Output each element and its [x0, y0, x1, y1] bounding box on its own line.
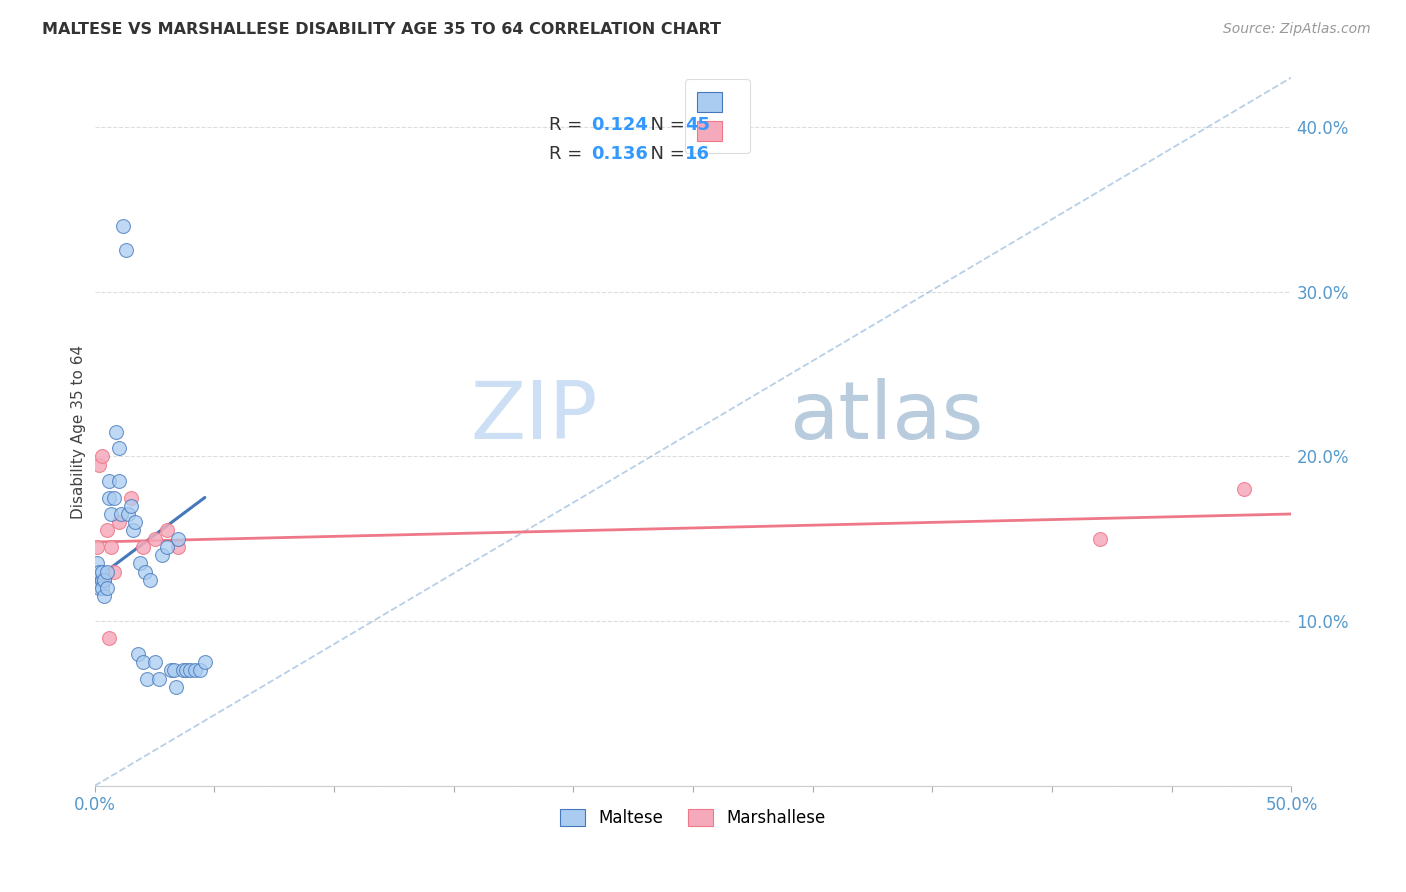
Point [86, 557, 108, 571]
Point [127, 647, 149, 661]
Point [194, 655, 217, 669]
Point [129, 557, 152, 571]
Point [167, 532, 190, 546]
Y-axis label: Disability Age 35 to 64: Disability Age 35 to 64 [72, 344, 86, 518]
Point [120, 499, 142, 513]
Point [89, 581, 111, 595]
Point [96, 524, 118, 538]
Point [100, 507, 122, 521]
Point [167, 540, 190, 554]
Text: Source: ZipAtlas.com: Source: ZipAtlas.com [1223, 22, 1371, 37]
Text: atlas: atlas [789, 378, 983, 457]
Point [143, 532, 166, 546]
Text: MALTESE VS MARSHALLESE DISABILITY AGE 35 TO 64 CORRELATION CHART: MALTESE VS MARSHALLESE DISABILITY AGE 35… [42, 22, 721, 37]
Point [90, 581, 112, 595]
Point [179, 664, 201, 678]
Point [89, 565, 111, 579]
Point [107, 515, 129, 529]
Point [155, 540, 177, 554]
Point [93, 573, 115, 587]
Text: 0.136: 0.136 [592, 145, 648, 162]
Text: ZIP: ZIP [470, 378, 598, 457]
Point [148, 672, 170, 686]
Point [98, 474, 121, 488]
Text: N =: N = [640, 145, 690, 162]
Text: 0.124: 0.124 [592, 116, 648, 135]
Point [131, 655, 153, 669]
Point [165, 680, 187, 694]
Text: 16: 16 [685, 145, 710, 162]
Point [134, 565, 156, 579]
Point [117, 507, 139, 521]
Point [110, 507, 132, 521]
Point [93, 573, 115, 587]
Point [131, 540, 153, 554]
Point [103, 565, 125, 579]
Point [90, 450, 112, 464]
Text: 45: 45 [685, 116, 710, 135]
Point [90, 573, 112, 587]
Text: N =: N = [640, 116, 690, 135]
Point [96, 581, 118, 595]
Point [86, 540, 108, 554]
Point [107, 474, 129, 488]
Text: R =: R = [550, 145, 589, 162]
Point [143, 655, 166, 669]
Point [1088, 532, 1111, 546]
Point [122, 524, 145, 538]
Point [184, 664, 207, 678]
Point [98, 631, 121, 645]
Point [174, 664, 197, 678]
Point [155, 524, 177, 538]
Point [93, 590, 115, 604]
Point [160, 664, 183, 678]
Point [1232, 483, 1254, 497]
Point [114, 244, 136, 258]
Point [120, 491, 142, 505]
Point [150, 548, 173, 562]
Point [90, 565, 112, 579]
Point [188, 664, 211, 678]
Point [89, 458, 111, 472]
Point [98, 491, 121, 505]
Point [86, 573, 108, 587]
Legend: Maltese, Marshallese: Maltese, Marshallese [554, 803, 832, 834]
Point [107, 441, 129, 455]
Point [96, 565, 118, 579]
Point [100, 540, 122, 554]
Point [163, 664, 186, 678]
Point [103, 491, 125, 505]
Point [124, 515, 146, 529]
Point [172, 664, 194, 678]
Point [139, 573, 162, 587]
Text: R =: R = [550, 116, 589, 135]
Point [105, 425, 128, 439]
Point [112, 219, 135, 233]
Point [136, 672, 159, 686]
